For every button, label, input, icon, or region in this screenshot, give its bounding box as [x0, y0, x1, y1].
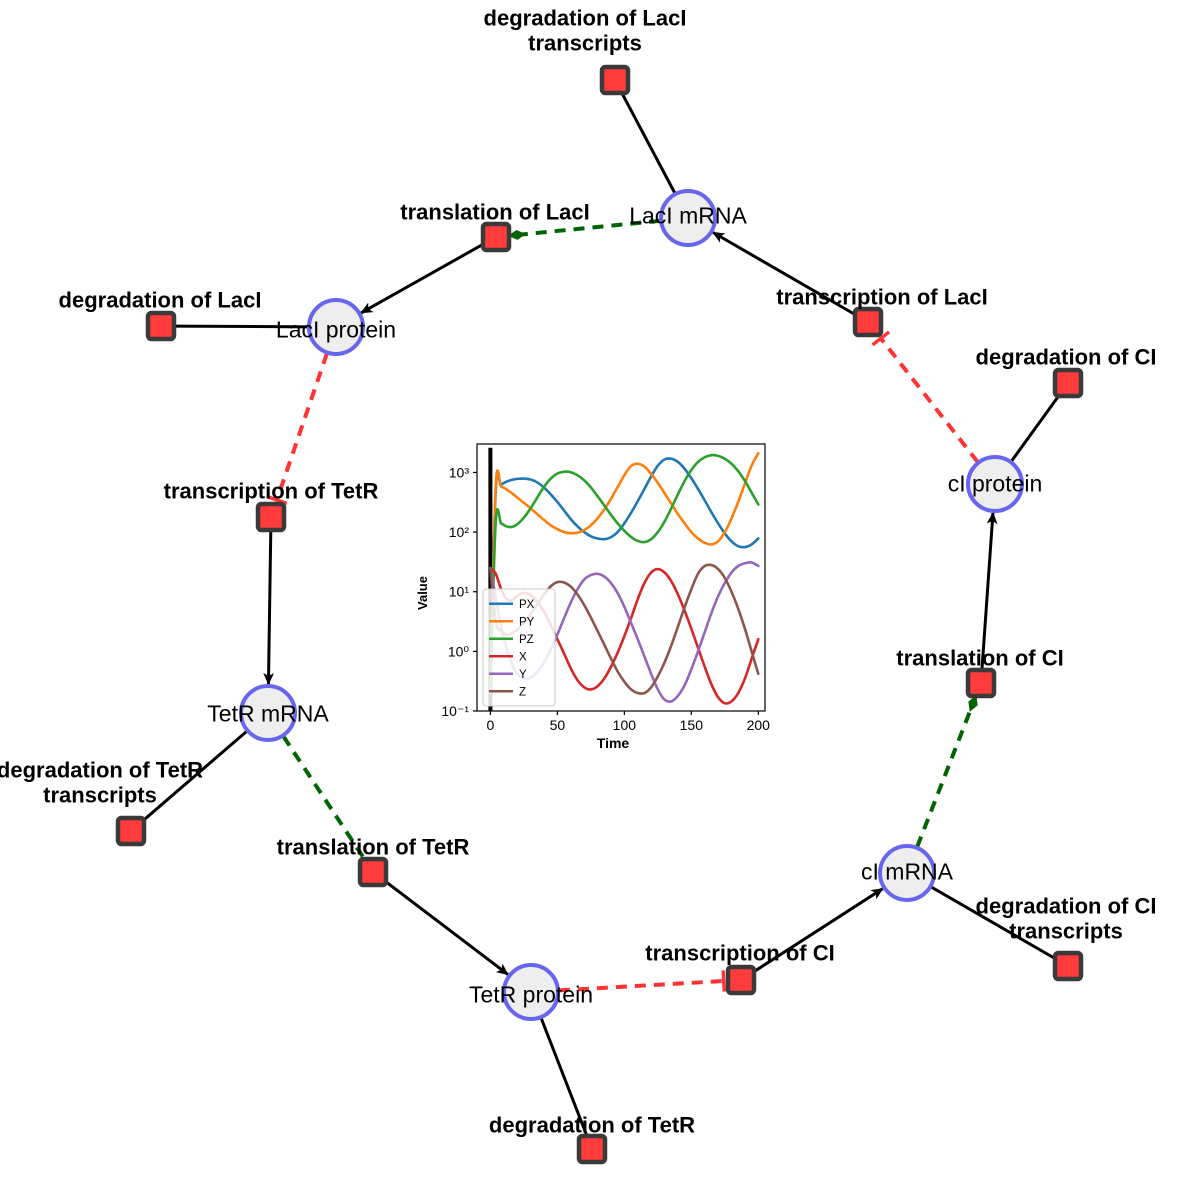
plot-series-PY [489, 451, 760, 695]
edge-inhibitor [871, 330, 980, 464]
edge-substrate [143, 730, 248, 821]
reaction-node-deg_tetr[interactable] [576, 1133, 608, 1165]
plot-xticklabel: 0 [486, 717, 494, 733]
plot-legend-label-X: X [519, 651, 527, 663]
plot-xticklabel: 50 [550, 717, 566, 733]
reaction-node-transc_laci[interactable] [852, 306, 884, 338]
plot-legend: PX PY PZ XYZ [482, 588, 556, 707]
plot-yticklabel: 10¹ [449, 584, 470, 600]
edge-product [712, 231, 856, 316]
edge-modifier [915, 695, 978, 848]
reaction-node-transl_tetr[interactable] [357, 856, 389, 888]
plot-legend-label-PX: PX [519, 599, 535, 611]
edge-inhibitor [266, 352, 329, 505]
plot-tick-layer: 0 50 100 150 200 10⁻¹ 10⁰ 10¹ 10² 10³ [441, 464, 770, 733]
species-node-laci_mrna[interactable] [659, 189, 717, 247]
reaction-node-deg_laci[interactable] [145, 310, 177, 342]
species-node-tetr_protein[interactable] [502, 963, 560, 1021]
plot-ylabel: Value [415, 576, 430, 610]
reaction-node-deg_ci_transcripts[interactable] [1052, 950, 1084, 982]
edge-substrate [930, 885, 1056, 960]
reaction-node-transc_ci[interactable] [725, 964, 757, 996]
plot-legend-label-Y: Y [519, 669, 527, 681]
node-layer [115, 64, 1084, 1165]
plot-xlabel: Time [597, 735, 630, 751]
plot-series-PX [489, 457, 760, 695]
plot-legend-box [482, 588, 556, 707]
edge-product [753, 887, 884, 973]
timecourse-plot-inset: 0 50 100 150 200 10⁻¹ 10⁰ 10¹ 10² 10³ PX PY PZ X Y Z T… [410, 437, 775, 757]
plot-yticklabel: 10³ [449, 464, 470, 480]
edge-product [360, 243, 484, 315]
edge-inhibitor [558, 970, 727, 993]
edge-substrate [620, 92, 677, 194]
plot-xticklabel: 200 [747, 717, 771, 733]
species-node-ci_mrna[interactable] [878, 844, 936, 902]
reaction-node-deg_laci_transcripts[interactable] [599, 64, 631, 96]
edge-product [263, 529, 275, 686]
edge-product [980, 511, 998, 671]
reaction-node-deg_tetr_transcripts[interactable] [115, 815, 147, 847]
timecourse-plot: 0 50 100 150 200 10⁻¹ 10⁰ 10¹ 10² 10³ PX PY PZ XYZ T… [415, 443, 770, 751]
species-node-ci_protein[interactable] [966, 455, 1024, 513]
plot-yticklabel: 10⁻¹ [441, 703, 469, 719]
edge-product [385, 880, 509, 976]
plot-xticklabel: 150 [680, 717, 704, 733]
plot-legend-label-Z: Z [519, 686, 526, 698]
edge-modifier [508, 218, 661, 240]
edge-layer [143, 92, 1060, 1137]
plot-xticklabel: 100 [613, 717, 637, 733]
edge-substrate [1010, 395, 1060, 463]
plot-series-PZ [489, 453, 760, 695]
plot-legend-label-PZ: PZ [519, 634, 534, 646]
edge-substrate [173, 324, 309, 329]
species-node-tetr_mrna[interactable] [239, 684, 297, 742]
reaction-node-transl_ci[interactable] [965, 667, 997, 699]
edge-substrate [539, 1017, 589, 1137]
reaction-node-deg_ci[interactable] [1052, 367, 1084, 399]
edge-modifier [281, 735, 367, 861]
species-node-laci_protein[interactable] [307, 298, 365, 356]
plot-yticklabel: 10² [449, 524, 470, 540]
reaction-node-transc_tetr[interactable] [255, 501, 287, 533]
reaction-node-transl_laci[interactable] [480, 221, 512, 253]
plot-yticklabel: 10⁰ [448, 643, 470, 659]
plot-legend-label-PY: PY [519, 616, 535, 628]
